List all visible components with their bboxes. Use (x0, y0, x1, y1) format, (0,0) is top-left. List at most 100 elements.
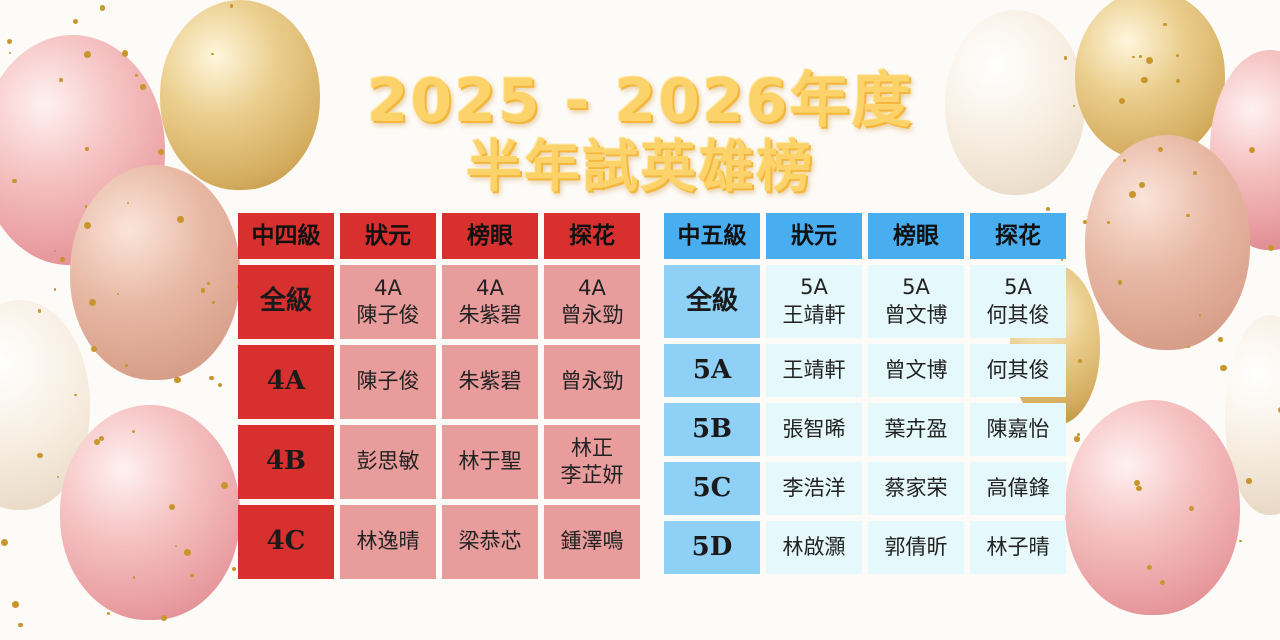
balloon-decoration (70, 165, 240, 380)
title-line-1: 2025 - 2026年度 (366, 66, 914, 136)
confetti-dot (1077, 358, 1083, 364)
confetti-dot (212, 301, 216, 305)
balloon-decoration (160, 0, 320, 190)
student-name: 高偉鋒 (970, 462, 1066, 515)
confetti-dot (160, 614, 168, 622)
confetti-dot (90, 345, 98, 353)
table-row: 全級 5A 王靖軒 5A 曾文博 5A 何其俊 (664, 265, 1066, 338)
confetti-dot (1076, 433, 1080, 437)
confetti-dot (211, 53, 214, 56)
confetti-dot (1145, 57, 1153, 65)
confetti-dot (99, 5, 106, 12)
confetti-dot (1133, 480, 1140, 487)
confetti-dot (121, 50, 128, 57)
row-label: 5D (664, 521, 760, 574)
student-name: 郭倩昕 (868, 521, 964, 574)
confetti-dot (157, 149, 164, 155)
table-row: 4B 彭思敏 林于聖 林正 李芷妍 (238, 425, 640, 499)
form4-header-third: 探花 (544, 213, 640, 259)
confetti-dot (126, 201, 129, 204)
confetti-dot (132, 576, 136, 579)
confetti-dot (1176, 54, 1180, 58)
confetti-dot (140, 84, 147, 90)
confetti-dot (1248, 147, 1255, 154)
row-label: 4B (238, 425, 334, 499)
form5-header-first: 狀元 (766, 213, 862, 259)
confetti-dot (1117, 280, 1123, 285)
confetti-dot (168, 503, 176, 511)
confetti-dot (84, 221, 92, 229)
student-name: 林于聖 (442, 425, 538, 499)
class-label: 5A (800, 275, 828, 300)
confetti-dot (207, 282, 210, 285)
table-cell: 5A 王靖軒 (766, 265, 862, 338)
confetti-dot (173, 376, 181, 384)
student-name: 何其俊 (986, 302, 1050, 327)
form5-header-second: 榜眼 (868, 213, 964, 259)
student-name: 曾文博 (884, 302, 948, 327)
student-name: 朱紫碧 (442, 345, 538, 419)
student-name: 梁恭芯 (442, 505, 538, 579)
form4-header-second: 榜眼 (442, 213, 538, 259)
title-line-2: 半年試英雄榜 (466, 135, 814, 200)
confetti-dot (1193, 171, 1198, 176)
confetti-dot (1072, 105, 1075, 108)
row-label: 全級 (664, 265, 760, 338)
confetti-dot (201, 288, 206, 293)
confetti-dot (1146, 564, 1153, 571)
confetti-dot (125, 364, 129, 368)
confetti-dot (18, 622, 23, 628)
confetti-dot (1220, 364, 1227, 372)
confetti-dot (1082, 220, 1087, 225)
table-cell: 4A 曾永勁 (544, 265, 640, 339)
student-name: 曾永勁 (544, 345, 640, 419)
table-cell: 林正 李芷妍 (544, 425, 640, 499)
class-label: 5A (902, 275, 930, 300)
confetti-dot (72, 18, 78, 24)
student-name: 鍾澤鳴 (544, 505, 640, 579)
confetti-dot (1188, 505, 1195, 512)
confetti-dot (1176, 79, 1181, 84)
confetti-dot (1119, 98, 1126, 105)
confetti-dot (1074, 436, 1080, 442)
confetti-dot (177, 216, 184, 223)
student-name: 林子晴 (970, 521, 1066, 574)
confetti-dot (1198, 314, 1202, 317)
class-label: 5A (1004, 275, 1032, 300)
confetti-dot (116, 293, 119, 296)
balloon-decoration (1075, 0, 1225, 160)
confetti-dot (1163, 22, 1168, 27)
confetti-dot (84, 50, 91, 58)
student-name: 林啟灝 (766, 521, 862, 574)
confetti-dot (12, 178, 17, 184)
confetti-dot (1128, 191, 1136, 198)
table-row: 4A 陳子俊 朱紫碧 曾永勁 (238, 345, 640, 419)
table-row: 5C 李浩洋 蔡家荣 高偉鋒 (664, 462, 1066, 515)
row-label: 5B (664, 403, 760, 456)
confetti-dot (1141, 76, 1148, 84)
student-name: 王靖軒 (766, 344, 862, 397)
confetti-dot (132, 429, 136, 434)
confetti-dot (1106, 220, 1111, 224)
form5-header-grade: 中五級 (664, 213, 760, 259)
confetti-dot (74, 393, 77, 397)
confetti-dot (1187, 345, 1190, 349)
row-label: 4C (238, 505, 334, 579)
balloon-decoration (1065, 400, 1240, 615)
row-label: 5C (664, 462, 760, 515)
table-cell: 4A 朱紫碧 (442, 265, 538, 339)
class-label: 4A (374, 275, 402, 300)
confetti-dot (88, 298, 96, 306)
confetti-dot (94, 438, 101, 445)
form5-honor-table: 中五級 狀元 榜眼 探花 全級 5A 王靖軒 5A 曾文博 5A 何其俊 5A 王靖軒… (658, 207, 1072, 580)
confetti-dot (37, 309, 42, 313)
table-cell: 4A 陳子俊 (340, 265, 436, 339)
balloon-decoration (60, 405, 240, 620)
confetti-dot (37, 452, 43, 458)
confetti-dot (106, 611, 110, 615)
confetti-dot (12, 601, 19, 608)
confetti-dot (0, 538, 8, 546)
student-name: 彭思敏 (340, 425, 436, 499)
form5-header-third: 探花 (970, 213, 1066, 259)
confetti-dot (217, 383, 222, 388)
